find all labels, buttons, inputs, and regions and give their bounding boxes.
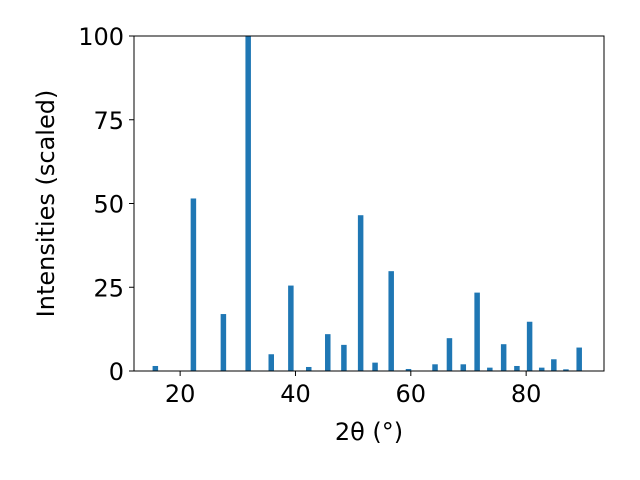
y-tick-label: 0 xyxy=(109,358,124,386)
bar xyxy=(576,347,582,371)
plot-frame xyxy=(133,35,605,372)
y-tick-label: 50 xyxy=(93,191,124,219)
bar xyxy=(190,198,197,371)
x-tick-label: 80 xyxy=(511,380,542,408)
x-tick-label: 20 xyxy=(165,380,196,408)
bar xyxy=(514,365,520,371)
bar xyxy=(288,285,294,371)
bar xyxy=(245,36,251,371)
y-axis-label: Intensities (scaled) xyxy=(32,90,60,318)
bar xyxy=(487,367,493,371)
bar xyxy=(474,292,480,371)
bar xyxy=(460,364,467,371)
bar xyxy=(538,367,545,371)
bar xyxy=(372,362,378,372)
bar xyxy=(305,366,312,371)
bar xyxy=(325,334,331,371)
y-tick-label: 75 xyxy=(93,107,124,135)
x-axis-label: 2θ (°) xyxy=(335,418,403,446)
bar xyxy=(526,321,533,371)
y-axis-ticks: 0 25 50 75 100 xyxy=(78,23,134,386)
bar xyxy=(341,344,347,371)
x-axis-ticks: 20 40 60 80 xyxy=(165,371,542,408)
bar xyxy=(357,215,364,371)
bar xyxy=(551,359,557,371)
bar xyxy=(268,354,274,371)
bar xyxy=(405,368,412,371)
bars-group xyxy=(152,36,582,372)
bar xyxy=(500,344,507,371)
bar xyxy=(220,314,227,371)
bar xyxy=(563,369,569,371)
x-tick-label: 40 xyxy=(280,380,311,408)
bar xyxy=(446,338,453,371)
bar xyxy=(388,271,394,371)
bar xyxy=(432,364,438,371)
bar xyxy=(152,365,159,371)
y-tick-label: 100 xyxy=(78,23,124,51)
y-tick-label: 25 xyxy=(93,274,124,302)
x-tick-label: 60 xyxy=(396,380,427,408)
